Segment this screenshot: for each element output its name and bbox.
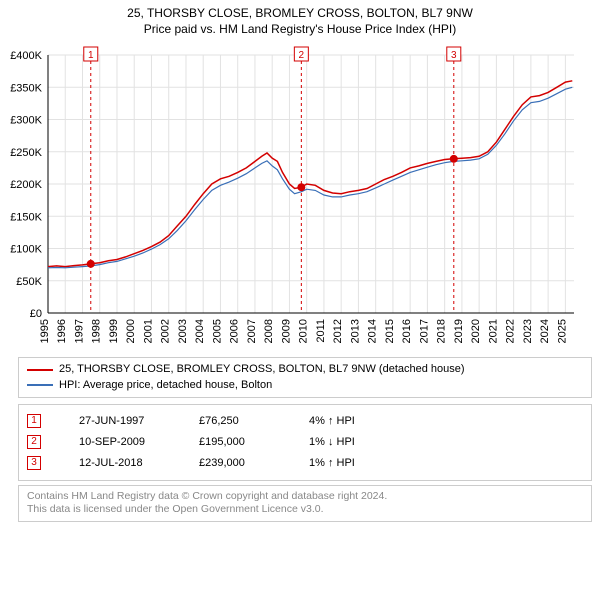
legend-swatch [27, 369, 53, 371]
svg-text:2: 2 [299, 50, 305, 61]
svg-text:2001: 2001 [142, 319, 154, 343]
chart-title-line2: Price paid vs. HM Land Registry's House … [0, 22, 600, 38]
svg-text:2018: 2018 [436, 319, 448, 343]
svg-text:2023: 2023 [522, 319, 534, 343]
svg-text:2000: 2000 [125, 319, 137, 343]
svg-text:1995: 1995 [39, 319, 51, 343]
legend-row: HPI: Average price, detached house, Bolt… [27, 378, 583, 393]
event-price: £239,000 [199, 453, 309, 474]
svg-text:£300K: £300K [10, 115, 42, 127]
svg-text:£400K: £400K [10, 50, 42, 62]
svg-text:2024: 2024 [539, 319, 551, 343]
svg-text:2017: 2017 [418, 319, 430, 343]
legend: 25, THORSBY CLOSE, BROMLEY CROSS, BOLTON… [18, 357, 592, 398]
chart-area: £0 £50K £100K £150K £200K £250K £300K £350K £400… [0, 41, 590, 351]
svg-text:2010: 2010 [298, 319, 310, 343]
svg-text:2003: 2003 [177, 319, 189, 343]
svg-text:2022: 2022 [505, 319, 517, 343]
event-delta: 4% ↑ HPI [309, 411, 355, 432]
svg-text:£50K: £50K [16, 276, 42, 288]
chart-title-block: 25, THORSBY CLOSE, BROMLEY CROSS, BOLTON… [0, 0, 600, 37]
footer-line2: This data is licensed under the Open Gov… [27, 503, 583, 517]
svg-text:2008: 2008 [263, 319, 275, 343]
svg-text:2002: 2002 [160, 319, 172, 343]
legend-swatch [27, 384, 53, 386]
svg-text:2014: 2014 [367, 319, 379, 343]
svg-text:3: 3 [451, 50, 457, 61]
svg-text:2021: 2021 [487, 319, 499, 343]
event-row: 1 27-JUN-1997£76,2504% ↑ HPI [27, 411, 583, 432]
event-delta: 1% ↑ HPI [309, 453, 355, 474]
event-marker-box: 1 [27, 414, 41, 428]
svg-text:2007: 2007 [246, 319, 258, 343]
svg-text:2019: 2019 [453, 319, 465, 343]
svg-text:£350K: £350K [10, 82, 42, 94]
event-marker-box: 3 [27, 456, 41, 470]
legend-label: 25, THORSBY CLOSE, BROMLEY CROSS, BOLTON… [59, 362, 465, 377]
svg-text:1997: 1997 [73, 319, 85, 343]
svg-text:1996: 1996 [56, 319, 68, 343]
svg-text:£250K: £250K [10, 147, 42, 159]
legend-row: 25, THORSBY CLOSE, BROMLEY CROSS, BOLTON… [27, 362, 583, 377]
svg-text:£100K: £100K [10, 244, 42, 256]
footer-line1: Contains HM Land Registry data © Crown c… [27, 490, 583, 504]
event-price: £195,000 [199, 432, 309, 453]
event-date: 12-JUL-2018 [79, 453, 199, 474]
svg-text:1: 1 [88, 50, 94, 61]
event-row: 3 12-JUL-2018£239,0001% ↑ HPI [27, 453, 583, 474]
svg-text:1999: 1999 [108, 319, 120, 343]
footer-attribution: Contains HM Land Registry data © Crown c… [18, 485, 592, 522]
svg-text:2006: 2006 [229, 319, 241, 343]
event-marker-box: 2 [27, 435, 41, 449]
svg-text:£150K: £150K [10, 211, 42, 223]
chart-title-line1: 25, THORSBY CLOSE, BROMLEY CROSS, BOLTON… [0, 6, 600, 22]
price-chart-svg: £0 £50K £100K £150K £200K £250K £300K £350K £400… [0, 41, 580, 351]
svg-text:2009: 2009 [280, 319, 292, 343]
svg-text:2016: 2016 [401, 319, 413, 343]
svg-text:£0: £0 [30, 308, 42, 320]
svg-text:2004: 2004 [194, 319, 206, 343]
event-row: 2 10-SEP-2009£195,0001% ↓ HPI [27, 432, 583, 453]
svg-text:2025: 2025 [556, 319, 568, 343]
events-table: 1 27-JUN-1997£76,2504% ↑ HPI 2 10-SEP-2009£… [18, 404, 592, 481]
svg-text:2005: 2005 [211, 319, 223, 343]
legend-label: HPI: Average price, detached house, Bolt… [59, 378, 272, 393]
svg-text:2011: 2011 [315, 319, 327, 343]
event-delta: 1% ↓ HPI [309, 432, 355, 453]
svg-text:2012: 2012 [332, 319, 344, 343]
svg-text:2015: 2015 [384, 319, 396, 343]
svg-text:£200K: £200K [10, 179, 42, 191]
svg-text:2020: 2020 [470, 319, 482, 343]
svg-text:2013: 2013 [349, 319, 361, 343]
event-price: £76,250 [199, 411, 309, 432]
svg-text:1998: 1998 [91, 319, 103, 343]
event-date: 10-SEP-2009 [79, 432, 199, 453]
event-date: 27-JUN-1997 [79, 411, 199, 432]
